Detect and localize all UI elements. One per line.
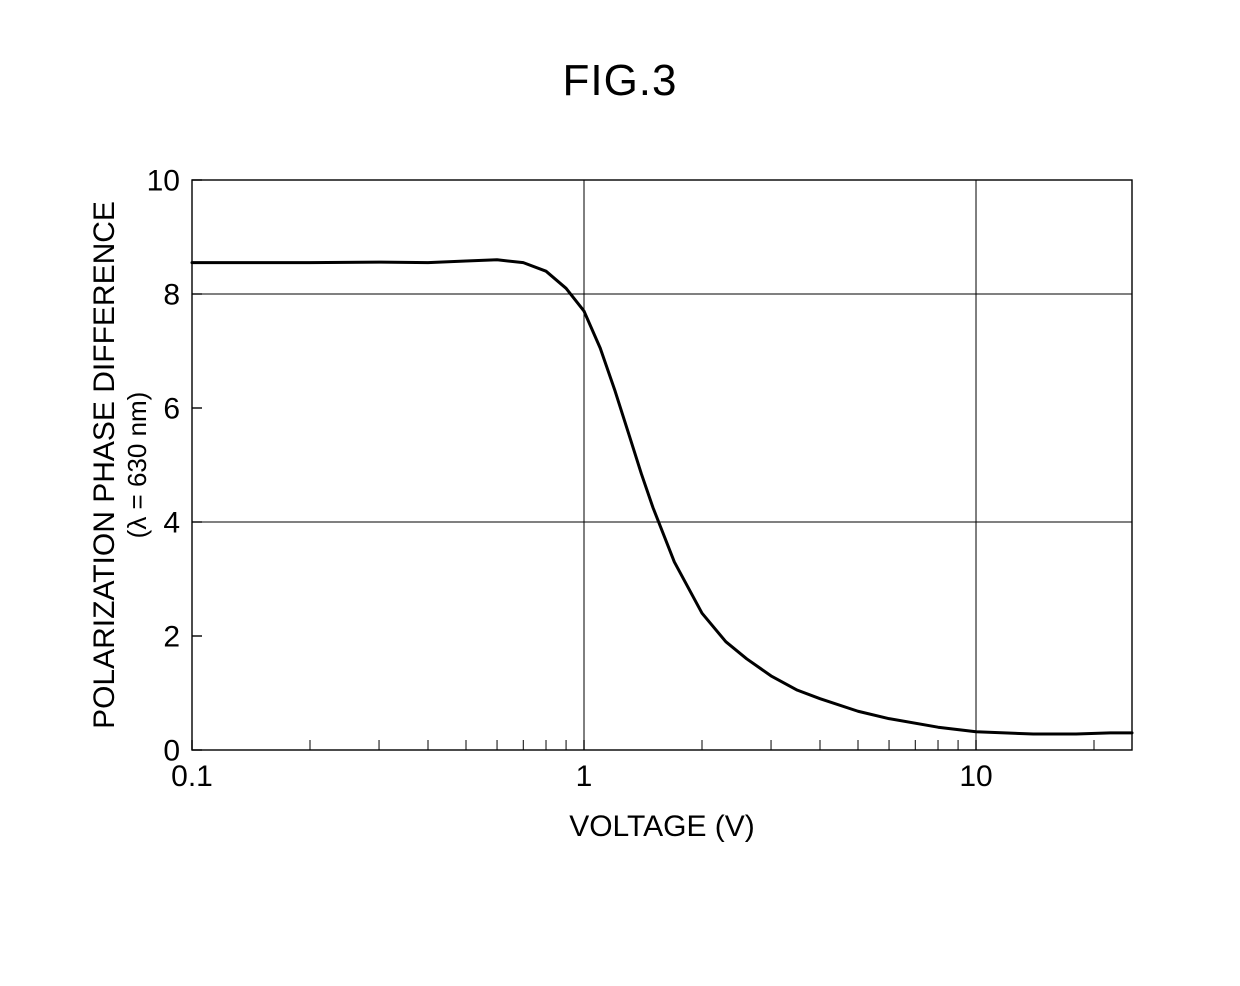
x-tick-label: 1 (576, 760, 593, 793)
x-tick-label: 10 (959, 760, 992, 793)
y-axis-label-line1: POLARIZATION PHASE DIFFERENCE (88, 201, 121, 729)
y-tick-label: 4 (163, 507, 180, 540)
chart-container: 0.11100246810VOLTAGE (V)POLARIZATION PHA… (82, 160, 1167, 900)
y-axis-label-line2: (λ = 630 nm) (122, 392, 152, 539)
line-chart: 0.11100246810VOLTAGE (V)POLARIZATION PHA… (82, 160, 1167, 900)
y-tick-label: 6 (163, 393, 180, 426)
y-tick-label: 0 (163, 735, 180, 768)
x-axis-label: VOLTAGE (V) (569, 810, 755, 843)
series-phase-diff (192, 260, 1132, 734)
y-tick-label: 2 (163, 621, 180, 654)
y-tick-label: 8 (163, 279, 180, 312)
plot-border (192, 180, 1132, 750)
y-tick-label: 10 (147, 165, 180, 198)
figure-title: FIG.3 (0, 56, 1240, 106)
